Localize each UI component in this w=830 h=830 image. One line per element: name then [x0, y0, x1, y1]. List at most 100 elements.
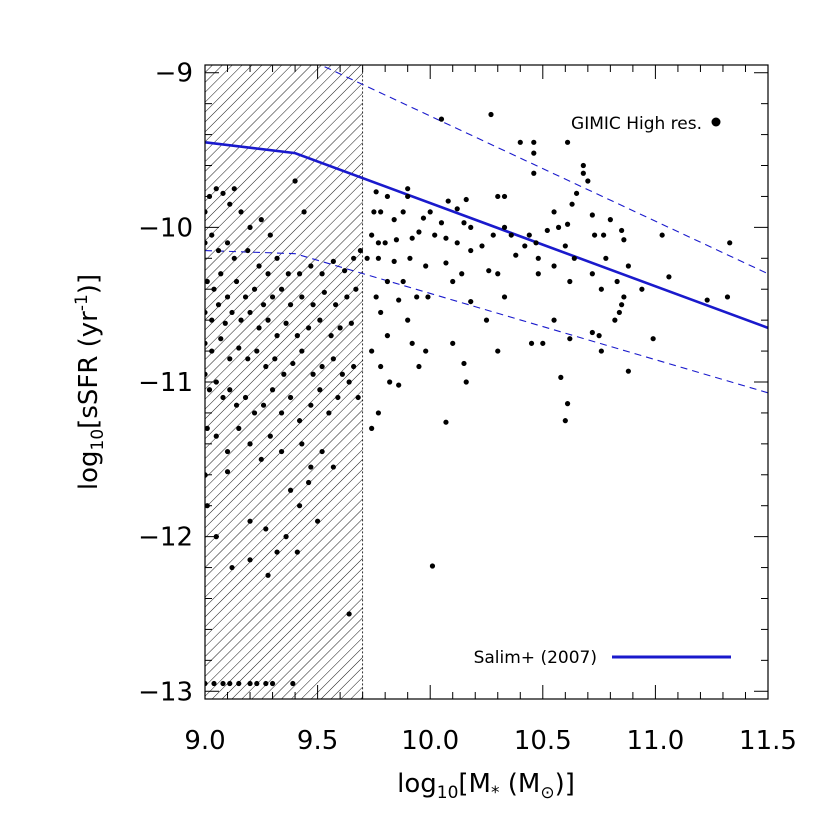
y-tick-label: −12 — [138, 523, 193, 553]
data-point — [265, 317, 271, 323]
data-point — [375, 255, 382, 261]
data-point — [227, 356, 233, 362]
data-point — [267, 232, 273, 238]
data-point — [222, 320, 228, 326]
data-point — [621, 237, 627, 243]
data-point — [348, 320, 354, 326]
data-point — [205, 240, 208, 246]
data-point — [269, 294, 276, 300]
data-point — [468, 247, 474, 254]
data-point — [704, 297, 710, 303]
data-point — [236, 425, 242, 431]
data-point — [405, 317, 411, 323]
data-point — [254, 680, 260, 687]
data-point — [625, 368, 631, 374]
data-point — [468, 224, 474, 230]
data-point — [461, 360, 467, 367]
x-tick-label: 10.5 — [514, 726, 572, 756]
data-point — [308, 402, 314, 408]
data-points — [205, 111, 733, 687]
data-point — [299, 294, 305, 300]
data-point — [263, 526, 269, 532]
data-point — [357, 247, 363, 254]
data-point — [227, 680, 233, 687]
data-point — [310, 302, 316, 308]
data-point — [650, 336, 656, 342]
data-point — [251, 410, 258, 416]
data-point — [294, 549, 300, 555]
data-point — [551, 263, 557, 269]
data-point — [535, 271, 541, 277]
data-point — [319, 448, 325, 455]
data-point — [420, 215, 427, 221]
data-point — [330, 356, 336, 362]
data-point — [445, 198, 451, 204]
data-point — [567, 336, 573, 342]
data-point — [247, 441, 253, 447]
data-point — [400, 278, 406, 285]
data-point — [405, 186, 411, 192]
data-point — [231, 255, 237, 261]
data-point — [205, 309, 208, 316]
data-point — [330, 258, 336, 264]
data-point — [220, 190, 226, 196]
data-point — [224, 294, 231, 300]
data-point — [205, 680, 208, 687]
data-point — [238, 317, 244, 323]
data-point — [254, 348, 260, 354]
data-point — [387, 379, 393, 385]
data-point — [301, 209, 307, 215]
data-point — [278, 448, 285, 455]
data-point — [317, 387, 323, 393]
data-point — [353, 286, 359, 292]
x-tick-labels: 9.0 9.5 10.0 10.5 11.0 11.5 — [184, 726, 797, 756]
legend-line-label: Salim+ (2007) — [474, 648, 597, 668]
data-point — [454, 240, 460, 246]
data-point — [287, 394, 294, 401]
data-point — [463, 379, 469, 385]
data-point — [414, 294, 420, 300]
data-point — [227, 201, 233, 207]
data-point — [369, 425, 375, 431]
data-point — [463, 196, 469, 203]
data-point — [269, 680, 276, 687]
data-point — [335, 394, 341, 401]
data-point — [260, 302, 267, 308]
data-point — [265, 572, 271, 578]
data-point — [310, 371, 316, 377]
data-point — [443, 235, 449, 241]
data-point — [639, 286, 645, 292]
data-point — [299, 441, 305, 447]
data-point — [265, 271, 271, 277]
data-point — [569, 201, 575, 207]
data-point — [267, 433, 273, 439]
data-point — [233, 278, 240, 285]
data-point — [724, 294, 731, 300]
y-tick-labels: −9 −10 −11 −12 −13 — [138, 59, 193, 708]
data-point — [215, 247, 222, 254]
data-point — [330, 464, 336, 470]
data-point — [218, 271, 224, 277]
data-point — [567, 278, 573, 285]
data-point — [220, 680, 226, 687]
data-point — [305, 479, 312, 486]
data-point — [337, 325, 343, 331]
data-point — [351, 363, 357, 370]
data-point — [589, 271, 595, 277]
data-point — [621, 294, 627, 300]
data-point — [438, 116, 445, 122]
data-point — [591, 232, 598, 238]
data-point — [294, 333, 300, 339]
data-point — [391, 217, 397, 223]
data-point — [596, 333, 602, 339]
x-tick-label: 9.5 — [297, 726, 338, 756]
data-point — [438, 220, 445, 226]
data-point — [272, 356, 278, 362]
data-point — [242, 294, 249, 300]
data-point — [342, 268, 348, 274]
data-point — [727, 240, 733, 246]
data-point — [564, 221, 571, 227]
data-point — [339, 371, 345, 377]
data-point — [490, 232, 496, 238]
x-axis-title: log10[M* (M⊙)] — [397, 769, 575, 803]
